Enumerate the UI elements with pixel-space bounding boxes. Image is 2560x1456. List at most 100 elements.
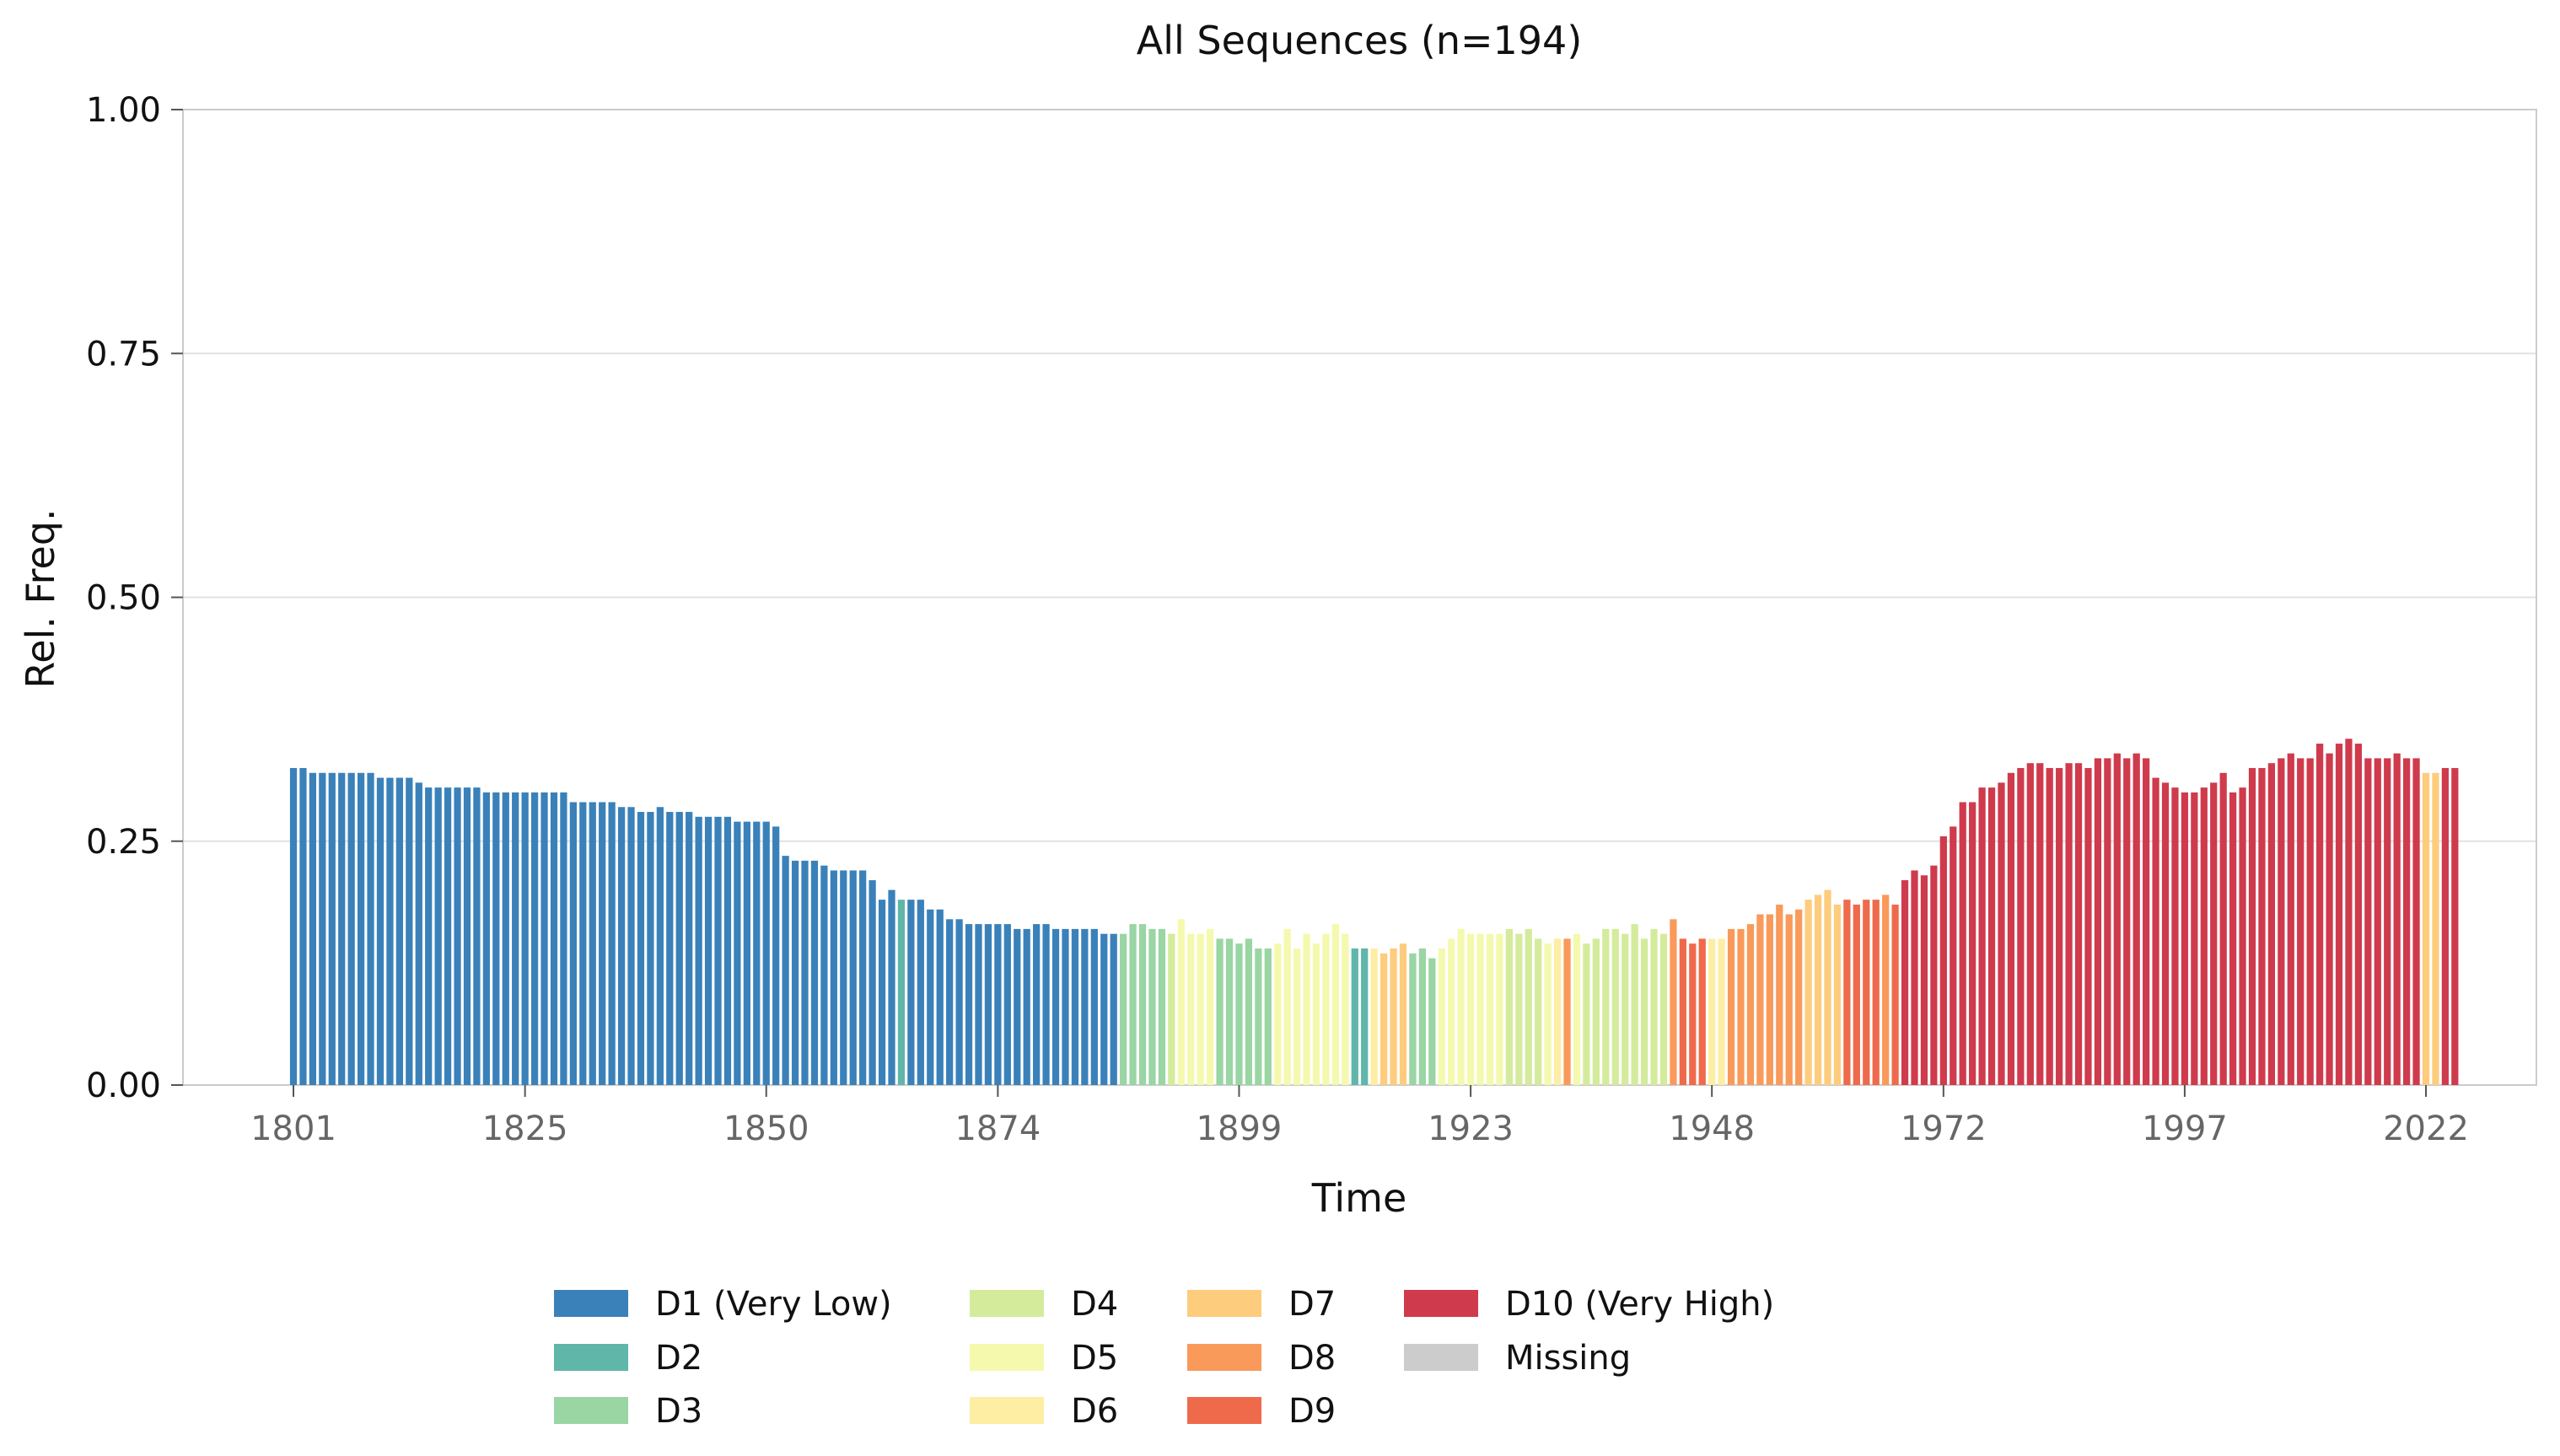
bar-1988 <box>2094 758 2102 1085</box>
bar-1879 <box>1042 924 1050 1085</box>
bar-2018 <box>2384 758 2391 1085</box>
y-tick-label: 0.25 <box>86 823 161 862</box>
bar-1878 <box>1033 924 1041 1085</box>
legend-label: D9 <box>1288 1392 1336 1431</box>
bar-2022 <box>2422 772 2430 1085</box>
bar-1926 <box>1496 933 1503 1085</box>
y-axis-label: Rel. Freq. <box>18 508 63 688</box>
bar-1833 <box>599 802 606 1085</box>
bar-1888 <box>1129 924 1137 1085</box>
bars <box>289 739 2459 1085</box>
bar-1830 <box>569 802 577 1085</box>
legend-swatch <box>1404 1290 1478 1317</box>
bar-1853 <box>791 860 799 1085</box>
bar-1875 <box>1003 924 1011 1085</box>
bar-2012 <box>2326 753 2333 1085</box>
bar-2014 <box>2345 739 2353 1085</box>
bar-1966 <box>1882 895 1890 1085</box>
bar-1963 <box>1853 904 1860 1085</box>
bar-1928 <box>1515 933 1523 1085</box>
legend-label: D3 <box>655 1392 702 1431</box>
bar-1808 <box>357 772 365 1085</box>
bar-2019 <box>2393 753 2401 1085</box>
bar-1950 <box>1727 928 1735 1085</box>
bar-1811 <box>386 777 394 1085</box>
x-tick-label: 1948 <box>1669 1109 1755 1148</box>
bar-1804 <box>319 772 326 1085</box>
bar-1810 <box>376 777 385 1085</box>
bar-1857 <box>830 870 837 1085</box>
bar-2001 <box>2219 772 2227 1085</box>
bar-2000 <box>2210 782 2218 1085</box>
legend-label: D8 <box>1288 1339 1336 1378</box>
bar-1870 <box>955 919 963 1085</box>
bar-1975 <box>1969 802 1976 1085</box>
bar-1829 <box>560 792 567 1085</box>
bar-1979 <box>2007 772 2015 1085</box>
bar-1855 <box>810 860 819 1085</box>
bar-1955 <box>1776 904 1783 1085</box>
bar-1949 <box>1718 938 1725 1085</box>
bar-1877 <box>1023 928 1030 1085</box>
legend-swatch <box>970 1290 1044 1317</box>
bar-1828 <box>550 792 558 1085</box>
bar-1849 <box>753 821 761 1085</box>
legend-label: D6 <box>1071 1392 1118 1431</box>
bar-2005 <box>2258 767 2266 1085</box>
bar-1911 <box>1351 948 1358 1085</box>
bar-1918 <box>1418 948 1427 1085</box>
bar-1992 <box>2132 753 2140 1085</box>
bar-2020 <box>2402 758 2411 1085</box>
bar-1909 <box>1331 924 1340 1085</box>
bar-1969 <box>1911 870 1918 1085</box>
bar-2007 <box>2278 758 2285 1085</box>
bar-1956 <box>1785 914 1793 1085</box>
bar-1803 <box>309 772 317 1085</box>
bar-1827 <box>541 792 548 1085</box>
x-tick-label: 1874 <box>955 1109 1041 1148</box>
bar-1883 <box>1081 928 1089 1085</box>
legend-label: Missing <box>1505 1339 1631 1378</box>
legend-label: D1 (Very Low) <box>655 1285 892 1324</box>
bar-2010 <box>2306 758 2314 1085</box>
bar-1871 <box>965 924 973 1085</box>
bar-1986 <box>2074 763 2083 1085</box>
bar-1904 <box>1283 928 1291 1085</box>
bar-1807 <box>347 772 355 1085</box>
bar-1884 <box>1090 928 1098 1085</box>
bar-1864 <box>897 900 906 1085</box>
bar-2011 <box>2316 744 2324 1085</box>
bar-1943 <box>1659 933 1668 1085</box>
bar-1995 <box>2161 782 2170 1085</box>
bar-1936 <box>1592 938 1600 1085</box>
bar-1898 <box>1225 938 1234 1085</box>
bar-1994 <box>2152 777 2159 1085</box>
bar-1893 <box>1177 919 1185 1085</box>
bar-1914 <box>1379 953 1388 1085</box>
bar-1932 <box>1553 938 1562 1085</box>
bar-1843 <box>695 816 702 1085</box>
bar-1907 <box>1312 943 1320 1085</box>
chart-title: All Sequences (n=194) <box>1137 18 1583 63</box>
bar-1850 <box>762 821 770 1085</box>
bar-1973 <box>1950 826 1957 1085</box>
bar-1957 <box>1795 909 1803 1085</box>
bar-2009 <box>2297 758 2305 1085</box>
bar-1947 <box>1698 938 1706 1085</box>
bar-1985 <box>2065 763 2073 1085</box>
bar-1844 <box>704 816 713 1085</box>
x-tick-label: 1825 <box>482 1109 568 1148</box>
y-tick-label: 0.00 <box>86 1066 161 1105</box>
bar-1934 <box>1573 933 1581 1085</box>
bar-1910 <box>1342 933 1349 1085</box>
bar-1847 <box>734 821 741 1085</box>
bar-2023 <box>2432 772 2439 1085</box>
bar-1982 <box>2036 763 2044 1085</box>
bar-1823 <box>502 792 509 1085</box>
bar-1929 <box>1525 928 1532 1085</box>
bar-1815 <box>425 787 433 1085</box>
bar-1840 <box>666 812 674 1085</box>
y-tick-label: 0.50 <box>86 579 161 618</box>
bar-1983 <box>2046 767 2053 1085</box>
bar-1842 <box>686 812 693 1085</box>
